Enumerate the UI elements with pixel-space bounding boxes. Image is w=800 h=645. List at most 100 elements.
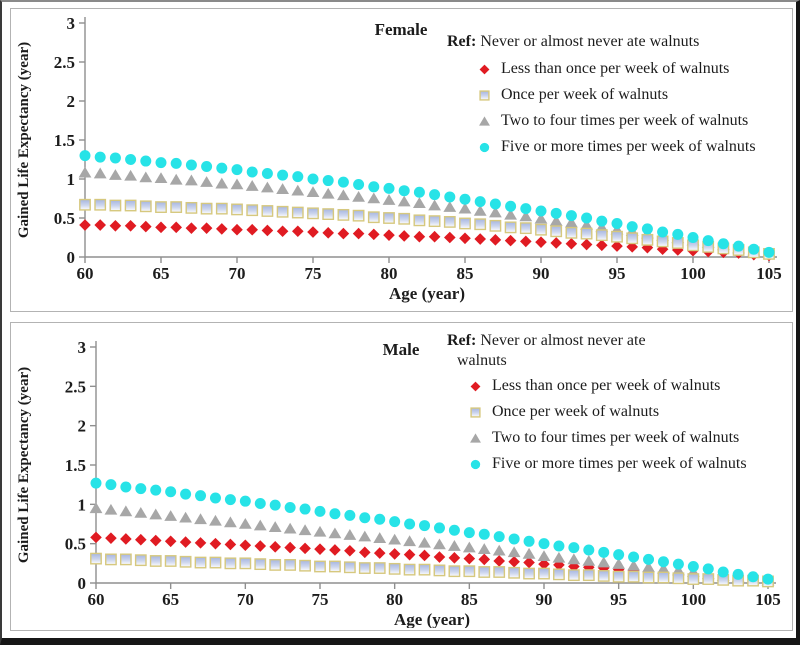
triangle-marker bbox=[552, 551, 566, 563]
circle-marker bbox=[368, 181, 380, 193]
series-square bbox=[79, 198, 775, 260]
circle-marker bbox=[344, 509, 356, 521]
circle-marker bbox=[429, 189, 441, 201]
x-tick-label: 75 bbox=[312, 590, 329, 609]
square-marker bbox=[215, 202, 228, 215]
square-marker bbox=[79, 198, 91, 211]
square-marker bbox=[459, 217, 471, 230]
circle-marker bbox=[463, 527, 475, 539]
circle-marker bbox=[314, 505, 326, 517]
square-marker bbox=[231, 203, 243, 216]
circle-marker bbox=[135, 483, 147, 495]
square-marker bbox=[291, 206, 304, 219]
square-marker bbox=[538, 567, 550, 580]
circle-marker bbox=[374, 513, 386, 525]
square-marker bbox=[329, 560, 341, 573]
series-diamond bbox=[90, 531, 774, 588]
square-marker bbox=[343, 561, 356, 574]
triangle-marker bbox=[519, 210, 533, 222]
triangle-marker bbox=[657, 562, 670, 574]
triangle-marker bbox=[397, 195, 411, 207]
triangle-marker bbox=[580, 219, 593, 230]
diamond-marker bbox=[185, 222, 198, 234]
triangle-marker bbox=[230, 178, 244, 190]
triangle-marker bbox=[477, 543, 491, 554]
square-marker bbox=[626, 232, 639, 245]
diamond-marker bbox=[307, 226, 319, 238]
square-marker bbox=[567, 569, 580, 582]
square-marker bbox=[478, 566, 491, 578]
triangle-marker bbox=[306, 186, 320, 198]
triangle-marker bbox=[215, 177, 229, 189]
triangle-marker bbox=[261, 181, 274, 193]
diamond-marker bbox=[418, 549, 431, 562]
triangle-marker bbox=[373, 532, 387, 543]
square-marker bbox=[170, 201, 183, 213]
circle-marker bbox=[261, 168, 273, 180]
square-marker bbox=[299, 559, 311, 572]
triangle-marker bbox=[139, 171, 153, 183]
circle-marker bbox=[732, 568, 744, 580]
y-tick-label: 3 bbox=[78, 338, 87, 357]
triangle-marker bbox=[169, 173, 183, 185]
square-marker bbox=[597, 570, 610, 582]
triangle-legend-icon bbox=[470, 432, 481, 443]
triangle-marker bbox=[185, 174, 198, 186]
diamond-marker bbox=[428, 230, 441, 243]
square-marker bbox=[261, 205, 274, 217]
triangle-marker bbox=[492, 544, 506, 556]
triangle-marker bbox=[403, 535, 416, 547]
triangle-marker bbox=[382, 194, 396, 205]
legend-item: Less than once per week of walnuts bbox=[468, 373, 747, 399]
circle-marker bbox=[299, 503, 311, 515]
circle-marker bbox=[398, 185, 410, 197]
diamond-marker bbox=[550, 237, 562, 249]
x-axis-label: Age (year) bbox=[394, 610, 470, 628]
circle-marker bbox=[489, 198, 501, 210]
square-marker bbox=[595, 229, 608, 242]
series-circle bbox=[79, 150, 775, 258]
circle-marker bbox=[553, 540, 565, 552]
diamond-marker bbox=[269, 541, 281, 553]
y-tick-label: 1 bbox=[67, 170, 76, 189]
legend-ref-wrap: walnuts bbox=[457, 352, 507, 369]
circle-marker bbox=[239, 495, 251, 507]
square-marker bbox=[90, 552, 102, 565]
square-marker bbox=[388, 562, 401, 575]
x-tick-label: 100 bbox=[681, 590, 707, 609]
square-marker bbox=[550, 225, 563, 238]
x-tick-label: 95 bbox=[609, 264, 626, 283]
diamond-marker bbox=[553, 559, 565, 571]
legend-item: Once per week of walnuts bbox=[477, 82, 756, 108]
circle-marker bbox=[359, 512, 371, 524]
x-tick-label: 60 bbox=[88, 590, 105, 609]
circle-marker bbox=[643, 553, 655, 565]
diamond-marker bbox=[164, 535, 177, 548]
diamond-marker bbox=[535, 236, 547, 248]
legend-item-label: Less than once per week of walnuts bbox=[492, 377, 721, 394]
circle-marker bbox=[565, 210, 577, 222]
diamond-marker bbox=[135, 533, 147, 546]
circle-marker bbox=[596, 215, 608, 227]
circle-marker bbox=[672, 228, 684, 240]
triangle-marker bbox=[565, 216, 578, 228]
square-marker bbox=[657, 571, 670, 584]
circle-marker bbox=[748, 243, 760, 255]
circle-marker bbox=[611, 217, 623, 229]
diamond-marker bbox=[314, 543, 326, 555]
square-marker bbox=[474, 218, 487, 231]
y-tick-label: 2 bbox=[67, 92, 76, 111]
circle-marker bbox=[170, 157, 182, 169]
circle-marker bbox=[538, 538, 550, 550]
square-marker bbox=[611, 230, 623, 243]
circle-marker bbox=[702, 235, 714, 247]
triangle-marker bbox=[448, 540, 461, 551]
square-marker bbox=[493, 566, 506, 578]
triangle-marker bbox=[89, 502, 103, 514]
diamond-marker bbox=[239, 539, 252, 552]
circle-marker bbox=[120, 481, 132, 493]
triangle-marker bbox=[537, 550, 551, 562]
square-marker bbox=[580, 227, 593, 240]
square-marker bbox=[413, 214, 426, 227]
triangle-marker bbox=[245, 180, 259, 191]
